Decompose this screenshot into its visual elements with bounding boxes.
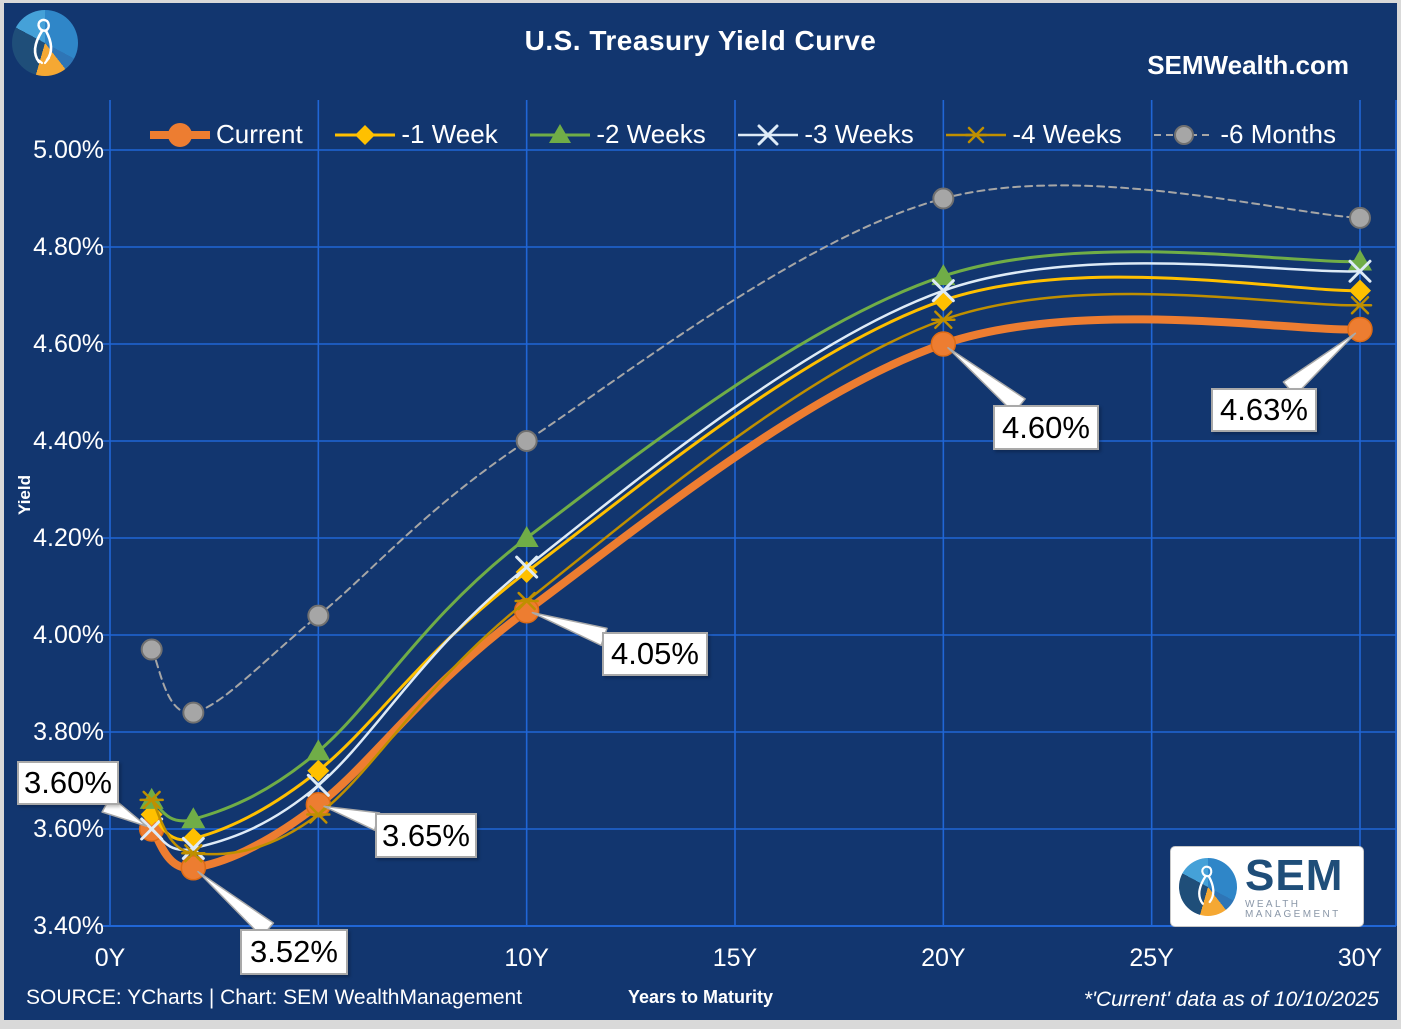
legend-marker-2-weeks-icon	[530, 123, 591, 143]
legend-marker-6-months-icon	[1154, 124, 1215, 145]
logo-sem-text: SEM	[1245, 850, 1344, 900]
sem-logo-badge	[12, 10, 78, 76]
website-link[interactable]: SEMWealth.com	[1147, 50, 1349, 80]
data-label-callout: 4.60%	[993, 405, 1099, 450]
source-note: SOURCE: YCharts | Chart: SEM WealthManag…	[26, 986, 523, 1009]
sem-pie-icon	[1179, 857, 1237, 916]
legend-item-current: Current	[148, 119, 303, 150]
legend: Current -1 Week -2 Weeks -3 Weeks -4 Wee…	[148, 119, 1336, 150]
data-label-callout: 3.52%	[240, 929, 348, 975]
page-title: U.S. Treasury Yield Curve	[524, 25, 877, 56]
legend-label: Current	[216, 119, 303, 149]
legend-marker-3-weeks-icon	[738, 124, 799, 145]
sem-wealth-logo: SEM WEALTH MANAGEMENT	[1171, 847, 1363, 926]
x-tick-label: 15Y	[712, 944, 758, 972]
legend-label: -3 Weeks	[804, 119, 914, 149]
data-label-callout: 3.60%	[17, 761, 119, 805]
y-tick-label: 4.80%	[33, 233, 104, 261]
legend-item-2-weeks: -2 Weeks	[528, 119, 706, 150]
caliper-icon	[33, 18, 53, 65]
legend-label: -2 Weeks	[596, 119, 706, 149]
data-label-callout: 4.05%	[602, 632, 708, 676]
y-tick-label: 4.60%	[33, 330, 104, 358]
legend-item-6-months: -6 Months	[1152, 119, 1336, 150]
x-tick-label: 0Y	[94, 944, 126, 972]
data-asof-note: *'Current' data as of 10/10/2025	[1083, 988, 1379, 1011]
legend-label: -1 Week	[401, 119, 498, 149]
x-tick-label: 30Y	[1337, 944, 1383, 972]
logo-tagline: WEALTH MANAGEMENT	[1245, 898, 1341, 920]
x-tick-label: 10Y	[504, 944, 549, 972]
data-label-callout: 4.63%	[1211, 388, 1317, 432]
data-label-callout: 3.65%	[375, 813, 477, 858]
y-tick-label: 3.80%	[33, 718, 104, 746]
legend-label: -4 Weeks	[1012, 119, 1122, 149]
legend-marker-current-icon	[150, 122, 210, 147]
y-tick-label: 5.00%	[33, 136, 104, 164]
y-tick-label: 3.60%	[33, 815, 104, 843]
y-tick-label: 4.00%	[33, 621, 104, 649]
legend-item-3-weeks: -3 Weeks	[736, 119, 914, 150]
y-tick-label: 3.40%	[33, 912, 104, 940]
x-axis-title: Years to Maturity	[627, 987, 774, 1007]
legend-marker-4-weeks-icon	[946, 126, 1007, 143]
caliper-icon	[1198, 865, 1215, 905]
legend-item-1-week: -1 Week	[333, 119, 498, 150]
legend-marker-1-week-icon	[335, 124, 396, 145]
y-axis-title: Yield	[15, 475, 34, 515]
y-tick-label: 4.20%	[33, 524, 104, 552]
y-tick-label: 4.40%	[33, 427, 104, 455]
legend-label: -6 Months	[1220, 119, 1336, 149]
legend-item-4-weeks: -4 Weeks	[944, 119, 1122, 150]
x-tick-label: 25Y	[1129, 944, 1174, 972]
x-tick-label: 20Y	[921, 944, 966, 972]
